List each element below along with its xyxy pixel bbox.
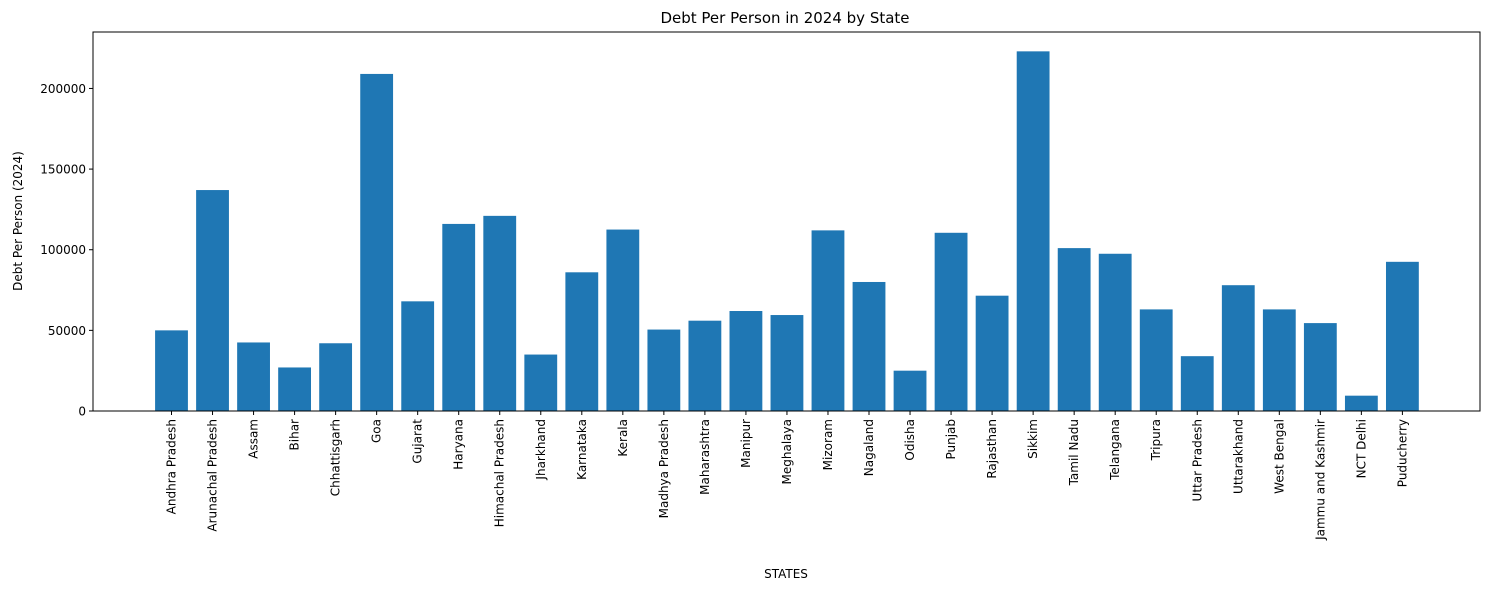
x-tick-label: Assam (247, 419, 261, 459)
x-tick-label: Gujarat (411, 419, 425, 464)
x-axis-label: STATES (764, 567, 808, 581)
x-tick-label: Goa (370, 419, 384, 443)
x-tick-label: Bihar (288, 419, 302, 451)
y-tick-label: 150000 (40, 163, 86, 177)
bar (606, 229, 640, 411)
bar (237, 342, 270, 411)
bar (770, 315, 804, 411)
bar (155, 330, 188, 411)
x-tick-label: NCT Delhi (1354, 419, 1368, 478)
y-axis-label: Debt Per Person (2024) (11, 151, 25, 291)
bar (729, 311, 763, 411)
x-tick-label: Sikkim (1026, 419, 1040, 459)
x-tick-label: Kerala (616, 419, 630, 457)
bar (688, 320, 722, 411)
x-tick-label: Tamil Nadu (1067, 419, 1081, 486)
bar (401, 301, 435, 411)
x-tick-label: Andhra Pradesh (165, 419, 179, 514)
bar (1303, 323, 1337, 411)
y-tick-label: 0 (78, 405, 86, 419)
x-tick-label: Uttar Pradesh (1190, 419, 1204, 501)
x-tick-label: Punjab (944, 419, 958, 460)
bar (319, 343, 353, 411)
bar (811, 230, 845, 411)
bar (975, 295, 1009, 411)
y-tick-label: 50000 (48, 324, 86, 338)
plot-frame (92, 31, 1481, 412)
y-axis: 0 50000 100000 150000 200000 (40, 82, 93, 419)
x-tick-label: Karnataka (575, 419, 589, 480)
x-tick-label: Uttarakhand (1231, 419, 1245, 494)
bar (1385, 261, 1419, 411)
bar (360, 73, 394, 412)
y-tick-label: 100000 (40, 243, 86, 257)
x-tick-label: Tripura (1149, 419, 1163, 461)
x-tick-label: Jammu and Kashmir (1313, 419, 1327, 541)
x-tick-label: Mizoram (821, 419, 835, 470)
bar (1262, 309, 1296, 411)
bar (278, 367, 311, 411)
bar (196, 190, 229, 411)
bar (483, 215, 517, 411)
bar (1180, 356, 1214, 411)
x-tick-label: West Bengal (1272, 419, 1286, 494)
x-axis: Andhra Pradesh Arunachal Pradesh Assam Biha… (165, 411, 1409, 541)
x-tick-label: Chhattisgarh (329, 419, 343, 496)
bar (1098, 253, 1132, 411)
bar (565, 272, 599, 411)
bar (647, 329, 681, 411)
bar (1221, 285, 1255, 411)
bar (1344, 395, 1378, 411)
bar (893, 370, 927, 411)
x-tick-label: Rajasthan (985, 419, 999, 479)
bar (524, 354, 558, 411)
x-tick-label: Manipur (739, 419, 753, 468)
y-tick-label: 200000 (40, 82, 86, 96)
x-tick-label: Madhya Pradesh (657, 419, 671, 518)
bars-group (155, 51, 1419, 412)
x-tick-label: Jharkhand (534, 419, 548, 481)
x-tick-label: Maharashtra (698, 419, 712, 495)
x-tick-label: Nagaland (862, 419, 876, 476)
bar (1057, 248, 1091, 411)
bar (442, 223, 476, 411)
bar (1139, 309, 1173, 411)
chart-title: Debt Per Person in 2024 by State (660, 9, 909, 27)
x-tick-label: Telangana (1108, 419, 1122, 481)
x-tick-label: Arunachal Pradesh (206, 419, 220, 532)
bar (852, 281, 886, 411)
bar (934, 232, 968, 411)
x-tick-label: Puducherry (1395, 419, 1409, 487)
x-tick-label: Haryana (452, 419, 466, 470)
bar (1016, 51, 1050, 411)
x-tick-label: Himachal Pradesh (493, 419, 507, 527)
x-tick-label: Meghalaya (780, 419, 794, 484)
x-tick-label: Odisha (903, 419, 917, 461)
